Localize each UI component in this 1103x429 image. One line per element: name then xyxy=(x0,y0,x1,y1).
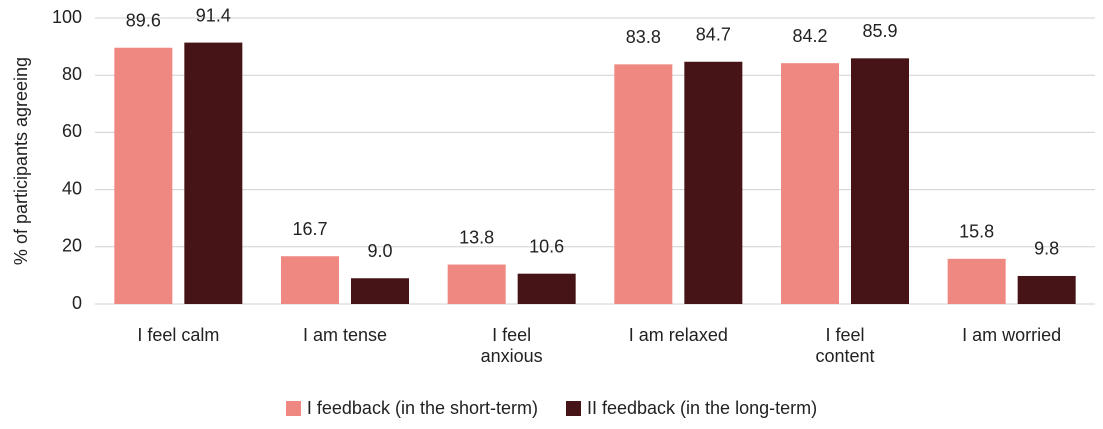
legend: I feedback (in the short-term) II feedbac… xyxy=(0,398,1103,419)
bar xyxy=(947,258,1006,304)
bar xyxy=(517,273,576,304)
legend-swatch xyxy=(285,401,301,416)
y-tick-label: 20 xyxy=(62,236,82,256)
legend-item: II feedback (in the long-term) xyxy=(565,398,818,419)
legend-item: I feedback (in the short-term) xyxy=(285,398,538,419)
data-label: 84.2 xyxy=(792,26,827,46)
bar xyxy=(1017,275,1076,304)
x-tick-label: I am relaxed xyxy=(628,325,728,345)
data-label: 15.8 xyxy=(959,222,994,242)
y-tick-label: 100 xyxy=(52,7,82,27)
bar xyxy=(614,64,673,304)
y-tick-label: 40 xyxy=(62,178,82,198)
bar xyxy=(281,256,339,304)
data-label: 13.8 xyxy=(459,227,494,247)
bar xyxy=(351,278,409,304)
legend-swatch xyxy=(565,401,581,416)
x-tick-label: I am worried xyxy=(962,325,1062,345)
data-label: 16.7 xyxy=(292,219,327,239)
data-label: 10.6 xyxy=(529,236,564,256)
legend-label: II feedback (in the long-term) xyxy=(586,398,818,418)
legend-label: I feedback (in the short-term) xyxy=(306,398,538,418)
x-tick-label: I feel anxious xyxy=(480,325,543,366)
bar xyxy=(447,264,506,304)
y-tick-label: 80 xyxy=(62,64,82,84)
x-tick-label: I feel calm xyxy=(137,325,220,345)
bar xyxy=(114,47,173,305)
data-label: 85.9 xyxy=(862,21,897,41)
data-label: 84.7 xyxy=(696,25,731,45)
bar xyxy=(851,58,909,304)
x-tick-label: I am tense xyxy=(302,325,388,345)
x-tick-label: I feel content xyxy=(815,325,875,366)
bar xyxy=(781,63,839,304)
y-tick-label: 60 xyxy=(62,121,82,141)
bar xyxy=(184,42,243,304)
data-label: 83.8 xyxy=(626,27,661,47)
bar xyxy=(684,61,743,305)
y-axis-title: % of participants agreeing xyxy=(11,57,31,265)
data-label: 91.4 xyxy=(196,5,231,25)
data-label: 9.0 xyxy=(367,241,392,261)
y-tick-label: 0 xyxy=(72,293,82,313)
data-label: 89.6 xyxy=(126,10,161,30)
data-label: 9.8 xyxy=(1034,239,1059,259)
